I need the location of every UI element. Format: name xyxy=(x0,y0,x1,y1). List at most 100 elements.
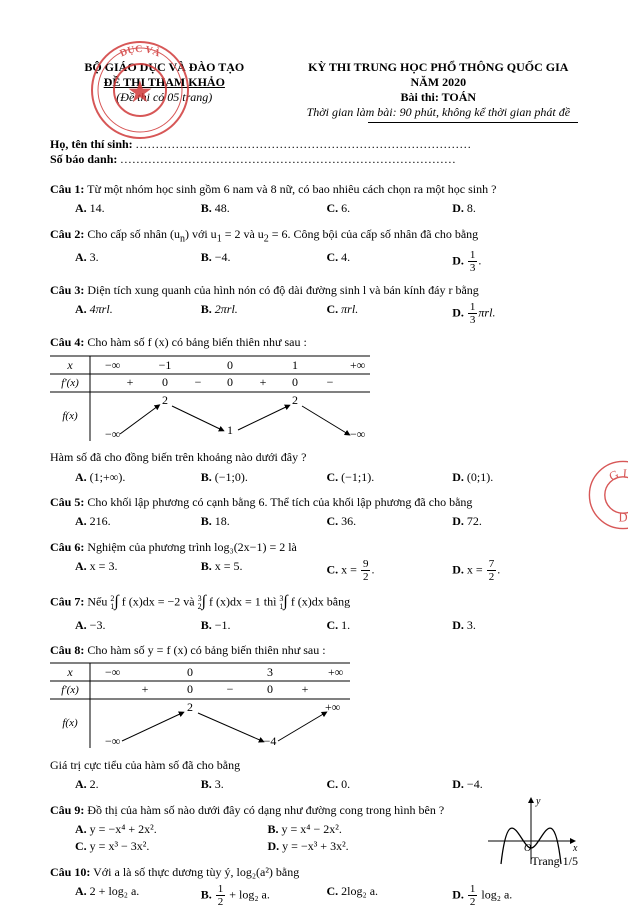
svg-text:1: 1 xyxy=(292,358,298,372)
candidate-name-row: Họ, tên thí sinh: ......................… xyxy=(50,137,578,152)
q9-options: A. y = −x⁴ + 2x². B. y = x⁴ − 2x². C. y … xyxy=(50,821,460,856)
integral-icon: ∫ xyxy=(283,590,287,613)
question-10: Câu 10: Với a là số thực dương tùy ý, lo… xyxy=(50,864,578,908)
svg-text:−∞: −∞ xyxy=(105,665,120,679)
q4-c: C. (−1;1). xyxy=(327,469,453,486)
q7-text-a: Nếu xyxy=(87,595,110,609)
svg-text:−4: −4 xyxy=(264,734,277,748)
id-label: Số báo danh: xyxy=(50,152,117,166)
header-rule xyxy=(368,122,578,123)
q7-b: B. −1. xyxy=(201,617,327,634)
q10-label: Câu 10: xyxy=(50,865,90,879)
svg-text:2: 2 xyxy=(292,393,298,407)
q9-a: A. y = −x⁴ + 2x². xyxy=(75,821,268,838)
q2-label: Câu 2: xyxy=(50,227,84,241)
q8-label: Câu 8: xyxy=(50,643,84,657)
subject: Bài thi: TOÁN xyxy=(299,90,578,105)
svg-text:f(x): f(x) xyxy=(62,717,78,729)
q4-b: B. (−1;0). xyxy=(201,469,327,486)
svg-text:0: 0 xyxy=(162,375,168,389)
page-number: Trang 1/5 xyxy=(531,854,578,869)
page-count-note: (Đề thi có 05 trang) xyxy=(50,90,279,105)
q6-c: C. x = 92. xyxy=(327,558,453,583)
id-dots: ........................................… xyxy=(120,152,456,166)
q5-c: C. 36. xyxy=(327,513,453,530)
svg-text:−: − xyxy=(195,375,202,389)
question-5: Câu 5: Cho khối lập phương có cạnh bằng … xyxy=(50,494,578,531)
header: BỘ GIÁO DỤC VÀ ĐÀO TẠO ĐỀ THI THAM KHẢO … xyxy=(50,60,578,120)
svg-text:DỤC VÀ: DỤC VÀ xyxy=(118,44,163,60)
question-4: Câu 4: Cho hàm số f (x) có bảng biến thi… xyxy=(50,334,578,486)
q4-variation-table: x f'(x) f(x) −∞ −1 0 1 +∞ + 0 − 0 + 0 − xyxy=(50,356,578,446)
q9-b: B. y = x⁴ − 2x². xyxy=(268,821,461,838)
q5-label: Câu 5: xyxy=(50,495,84,509)
q2-options: A. 3. B. −4. C. 4. D. 13. xyxy=(50,249,578,274)
svg-text:I: I xyxy=(622,466,627,480)
name-dots: ........................................… xyxy=(136,137,472,151)
q3-d: D. 13πrl. xyxy=(452,301,578,326)
q2-text-a: Cho cấp số nhân (u xyxy=(87,227,180,241)
q5-d: D. 72. xyxy=(452,513,578,530)
q2-text-d: = 6. Công bội của cấp số nhân đã cho bằn… xyxy=(269,227,478,241)
q3-text: Diện tích xung quanh của hình nón có độ … xyxy=(87,283,478,297)
integral-icon: ∫ xyxy=(114,590,118,613)
q7-text-d: f (x)dx bằng xyxy=(291,595,350,609)
svg-text:−∞: −∞ xyxy=(105,427,120,441)
q7-d: D. 3. xyxy=(452,617,578,634)
q1-label: Câu 1: xyxy=(50,182,84,196)
q8-variation-table: x f'(x) f(x) −∞ 0 3 +∞ + 0 − 0 + −∞ 2 −4… xyxy=(50,663,578,753)
q6-label: Câu 6: xyxy=(50,540,84,554)
q8-text: Cho hàm số y = f (x) có bảng biến thiên … xyxy=(87,643,325,657)
red-seal-small-icon: G I Á O D xyxy=(588,460,628,530)
q2-a: A. 3. xyxy=(75,249,201,274)
svg-text:+∞: +∞ xyxy=(325,700,340,714)
q3-b: B. 2πrl. xyxy=(201,301,327,326)
q8-b: B. 3. xyxy=(201,776,327,793)
q5-text: Cho khối lập phương có cạnh bằng 6. Thể … xyxy=(87,495,472,509)
svg-text:0: 0 xyxy=(267,682,273,696)
q6-options: A. x = 3. B. x = 5. C. x = 92. D. x = 72… xyxy=(50,558,578,583)
q10-text-a: Với a là số thực dương tùy ý, log₂ xyxy=(93,865,256,879)
q4-options: A. (1;+∞). B. (−1;0). C. (−1;1). D. (0;1… xyxy=(50,469,578,486)
q7-text-c: f (x)dx = 1 thì xyxy=(209,595,279,609)
q1-text: Từ một nhóm học sinh gồm 6 nam và 8 nữ, … xyxy=(87,182,496,196)
q7-options: A. −3. B. −1. C. 1. D. 3. xyxy=(50,617,578,634)
q4-ask: Hàm số đã cho đồng biến trên khoảng nào … xyxy=(50,449,578,466)
svg-text:0: 0 xyxy=(187,665,193,679)
q7-text-b: f (x)dx = −2 và xyxy=(122,595,198,609)
q8-a: A. 2. xyxy=(75,776,201,793)
q5-a: A. 216. xyxy=(75,513,201,530)
svg-text:x: x xyxy=(66,665,73,679)
q1-c: C. 6. xyxy=(327,200,453,217)
q3-a: A. 4πrl. xyxy=(75,301,201,326)
q2-c: C. 4. xyxy=(327,249,453,274)
q6-a: A. x = 3. xyxy=(75,558,201,583)
svg-text:1: 1 xyxy=(227,423,233,437)
svg-text:x: x xyxy=(66,358,73,372)
exam-title: KỲ THI TRUNG HỌC PHỔ THÔNG QUỐC GIA NĂM … xyxy=(299,60,578,90)
svg-text:0: 0 xyxy=(227,358,233,372)
svg-text:f'(x): f'(x) xyxy=(61,684,79,696)
q9-c: C. y = x³ − 3x². xyxy=(75,838,268,855)
svg-text:D: D xyxy=(618,511,627,525)
svg-text:0: 0 xyxy=(292,375,298,389)
q2-text-c: = 2 và u xyxy=(222,227,264,241)
svg-text:2: 2 xyxy=(187,700,193,714)
svg-text:+: + xyxy=(142,682,149,696)
q2-b: B. −4. xyxy=(201,249,327,274)
svg-text:x: x xyxy=(572,843,578,854)
q10-options: A. 2 + log₂ a. B. 12 + log₂ a. C. 2log₂ … xyxy=(50,883,578,908)
question-9: Câu 9: Đồ thị của hàm số nào dưới đây có… xyxy=(50,802,578,856)
time-note: Thời gian làm bài: 90 phút, không kể thờ… xyxy=(299,105,578,120)
svg-text:−: − xyxy=(327,375,334,389)
q3-label: Câu 3: xyxy=(50,283,84,297)
svg-text:0: 0 xyxy=(227,375,233,389)
svg-text:G: G xyxy=(607,467,621,484)
q10-a: A. 2 + log₂ a. xyxy=(75,883,201,908)
question-1: Câu 1: Từ một nhóm học sinh gồm 6 nam và… xyxy=(50,181,578,218)
question-7: Câu 7: Nếu 21∫ f (x)dx = −2 và 32∫ f (x)… xyxy=(50,591,578,634)
svg-text:−∞: −∞ xyxy=(105,358,120,372)
q1-options: A. 14. B. 48. C. 6. D. 8. xyxy=(50,200,578,217)
svg-text:+: + xyxy=(127,375,134,389)
name-label: Họ, tên thí sinh: xyxy=(50,137,133,151)
